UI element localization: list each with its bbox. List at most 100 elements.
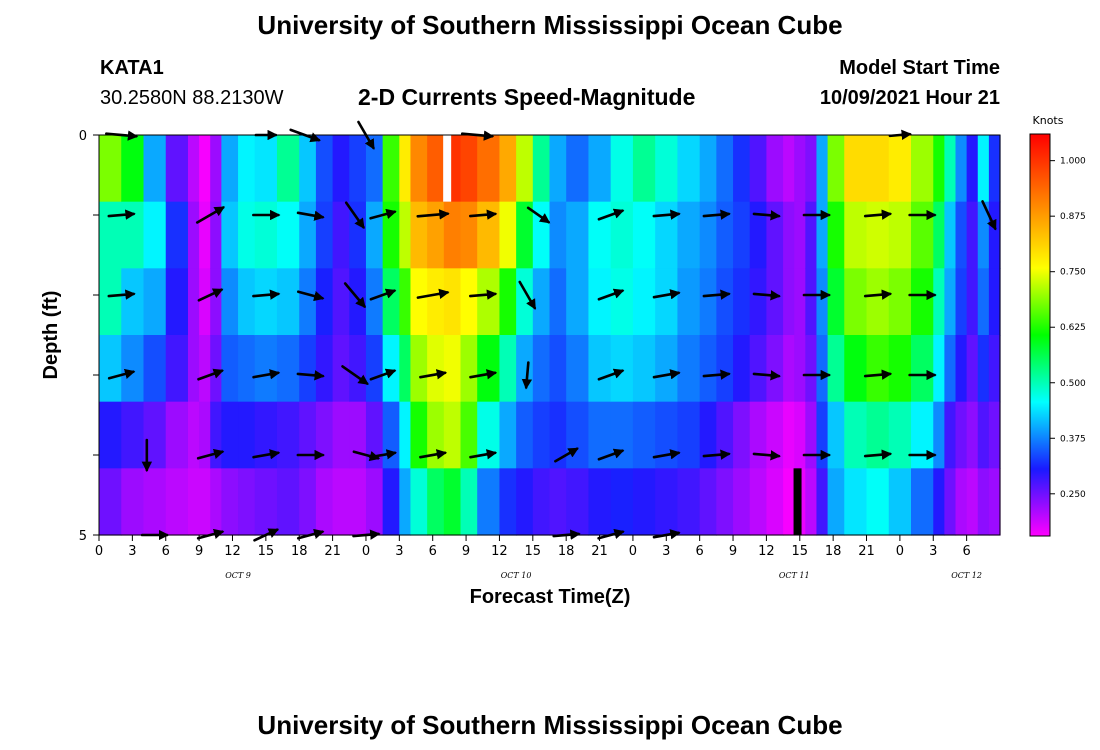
heatmap-cell	[977, 135, 990, 203]
current-vector	[197, 368, 224, 381]
heatmap-cell	[221, 201, 239, 269]
heatmap-cell	[966, 135, 979, 203]
heatmap-cell	[933, 135, 945, 203]
heatmap-cell	[143, 135, 167, 203]
heatmap-cell	[443, 401, 462, 469]
heatmap-cell	[966, 401, 979, 469]
colorbar-tick-label: 0.750	[1060, 268, 1086, 278]
heatmap-cell	[955, 268, 968, 336]
heatmap-cell	[699, 468, 717, 536]
heatmap-cell	[238, 468, 256, 536]
heatmap-cell	[844, 335, 868, 403]
heatmap-cell	[349, 401, 367, 469]
heatmap-cell	[399, 401, 412, 469]
heatmap-cell	[966, 268, 979, 336]
current-vector	[296, 290, 325, 302]
heatmap-cell	[677, 401, 701, 469]
heatmap-cell	[783, 135, 795, 203]
x-tick-label: 18	[291, 544, 308, 559]
heatmap-cell	[187, 268, 200, 336]
current-vector	[369, 368, 397, 381]
heatmap-cell	[254, 268, 278, 336]
heatmap-cell	[955, 335, 968, 403]
heatmap-cell	[549, 401, 567, 469]
heatmap-cell	[827, 335, 845, 403]
heatmap-cell	[382, 335, 400, 403]
heatmap-cell	[655, 201, 679, 269]
heatmap-cell	[299, 335, 317, 403]
x-tick-label: 12	[758, 544, 775, 559]
colorbar: Knots 1.000 0.875 0.750 0.625 0.500 0.375 0.25…	[1029, 114, 1086, 537]
heatmap-cell	[816, 135, 829, 203]
heatmap-cell	[911, 268, 934, 336]
heatmap-cell	[888, 401, 912, 469]
heatmap-cell	[443, 201, 462, 269]
heatmap-cell	[349, 468, 367, 536]
colorbar-tick-label: 0.625	[1060, 323, 1086, 333]
current-vector	[981, 200, 997, 231]
heatmap-cell	[315, 335, 334, 403]
heatmap-cell	[427, 401, 445, 469]
heatmap-cell	[254, 201, 278, 269]
x-tick-label: 0	[95, 544, 103, 559]
heatmap-cell	[221, 135, 239, 203]
heatmap-cell	[988, 468, 1001, 536]
heatmap-cell	[210, 201, 222, 269]
current-vector	[526, 206, 551, 224]
heatmap-cell	[655, 335, 679, 403]
heatmap-cell	[827, 201, 845, 269]
heatmap-cell	[699, 335, 717, 403]
y-tick-label: 0	[79, 129, 87, 144]
current-vector	[416, 288, 450, 299]
heatmap-cell	[944, 135, 957, 203]
current-vector	[752, 290, 781, 301]
x-tick-label: 9	[195, 544, 203, 559]
heatmap-cell	[460, 201, 478, 269]
heatmap-cell	[210, 335, 222, 403]
heatmap-cell	[477, 201, 501, 269]
heatmap-cell	[655, 401, 679, 469]
heatmap-cell	[966, 201, 979, 269]
heatmap-cell	[827, 268, 845, 336]
heatmap-cell	[99, 335, 122, 403]
heatmap-cell	[477, 401, 501, 469]
day-label: OCT 11	[779, 571, 810, 580]
current-vector	[597, 288, 625, 301]
heatmap-cell	[866, 268, 890, 336]
heatmap-cell	[499, 135, 517, 203]
heatmap-cell	[955, 401, 968, 469]
heatmap-cell	[749, 201, 768, 269]
heatmap-cell	[99, 135, 122, 203]
heatmap-cell	[944, 401, 957, 469]
heatmap-cell	[299, 468, 317, 536]
current-vector	[863, 369, 893, 380]
heatmap-cell	[143, 201, 167, 269]
model-start-value: 10/09/2021 Hour 21	[819, 87, 1000, 109]
heatmap-cell	[315, 401, 334, 469]
heatmap-cell	[966, 335, 979, 403]
heatmap-cell	[977, 335, 990, 403]
heatmap-cell	[699, 201, 717, 269]
heatmap-cell	[716, 468, 734, 536]
heatmap-cell	[460, 268, 478, 336]
heatmap-cell	[99, 468, 122, 536]
heatmap-cell	[516, 335, 534, 403]
current-vector	[343, 282, 366, 309]
heatmap-cell	[716, 268, 734, 336]
heatmap-cell	[121, 468, 145, 536]
missing-cells	[443, 135, 802, 535]
colorbar-tick-label: 1.000	[1060, 157, 1086, 167]
heatmap-cell	[733, 401, 751, 469]
heatmap-cell	[911, 335, 934, 403]
heatmap-cell	[794, 201, 806, 269]
heatmap-cell	[254, 135, 278, 203]
heatmap-cell	[944, 468, 957, 536]
heatmap-cell	[632, 401, 656, 469]
heatmap-cell	[888, 268, 912, 336]
colorbar-tick-label: 0.375	[1060, 434, 1086, 444]
heatmap-cell	[410, 135, 428, 203]
current-vector	[252, 449, 281, 460]
heatmap-cell	[121, 401, 145, 469]
heatmap-cell	[566, 335, 590, 403]
heatmap-cell	[844, 201, 868, 269]
